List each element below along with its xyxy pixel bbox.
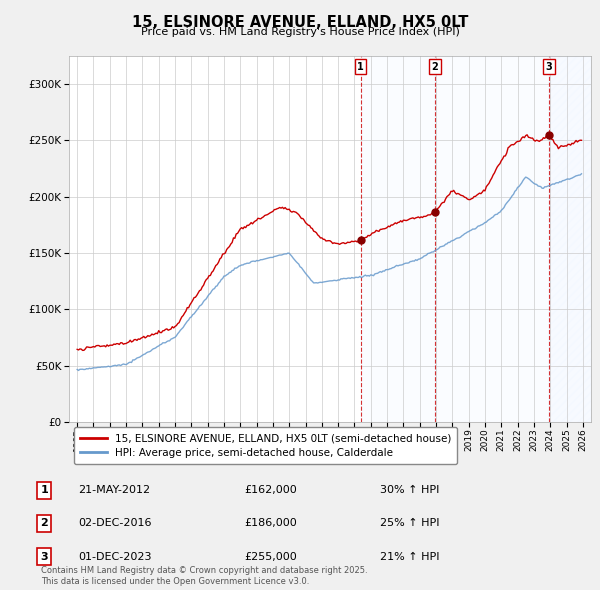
Bar [549,56,591,422]
Text: 2: 2 [431,61,438,71]
Text: £162,000: £162,000 [244,485,297,495]
Text: £186,000: £186,000 [244,519,297,529]
Text: 2: 2 [40,519,48,529]
Text: £255,000: £255,000 [244,552,297,562]
Bar [435,56,549,422]
Text: 21-MAY-2012: 21-MAY-2012 [78,485,150,495]
Text: 3: 3 [545,61,552,71]
Text: 21% ↑ HPI: 21% ↑ HPI [380,552,439,562]
Text: 1: 1 [357,61,364,71]
Text: 1: 1 [40,485,48,495]
Text: 15, ELSINORE AVENUE, ELLAND, HX5 0LT: 15, ELSINORE AVENUE, ELLAND, HX5 0LT [132,15,468,30]
Text: Contains HM Land Registry data © Crown copyright and database right 2025.
This d: Contains HM Land Registry data © Crown c… [41,566,368,585]
Text: 30% ↑ HPI: 30% ↑ HPI [380,485,439,495]
Text: 25% ↑ HPI: 25% ↑ HPI [380,519,439,529]
Bar [549,56,591,422]
Bar [361,56,435,422]
Text: 3: 3 [40,552,48,562]
Legend: 15, ELSINORE AVENUE, ELLAND, HX5 0LT (semi-detached house), HPI: Average price, : 15, ELSINORE AVENUE, ELLAND, HX5 0LT (se… [74,427,457,464]
Text: 02-DEC-2016: 02-DEC-2016 [78,519,151,529]
Text: Price paid vs. HM Land Registry's House Price Index (HPI): Price paid vs. HM Land Registry's House … [140,27,460,37]
Text: 01-DEC-2023: 01-DEC-2023 [78,552,151,562]
